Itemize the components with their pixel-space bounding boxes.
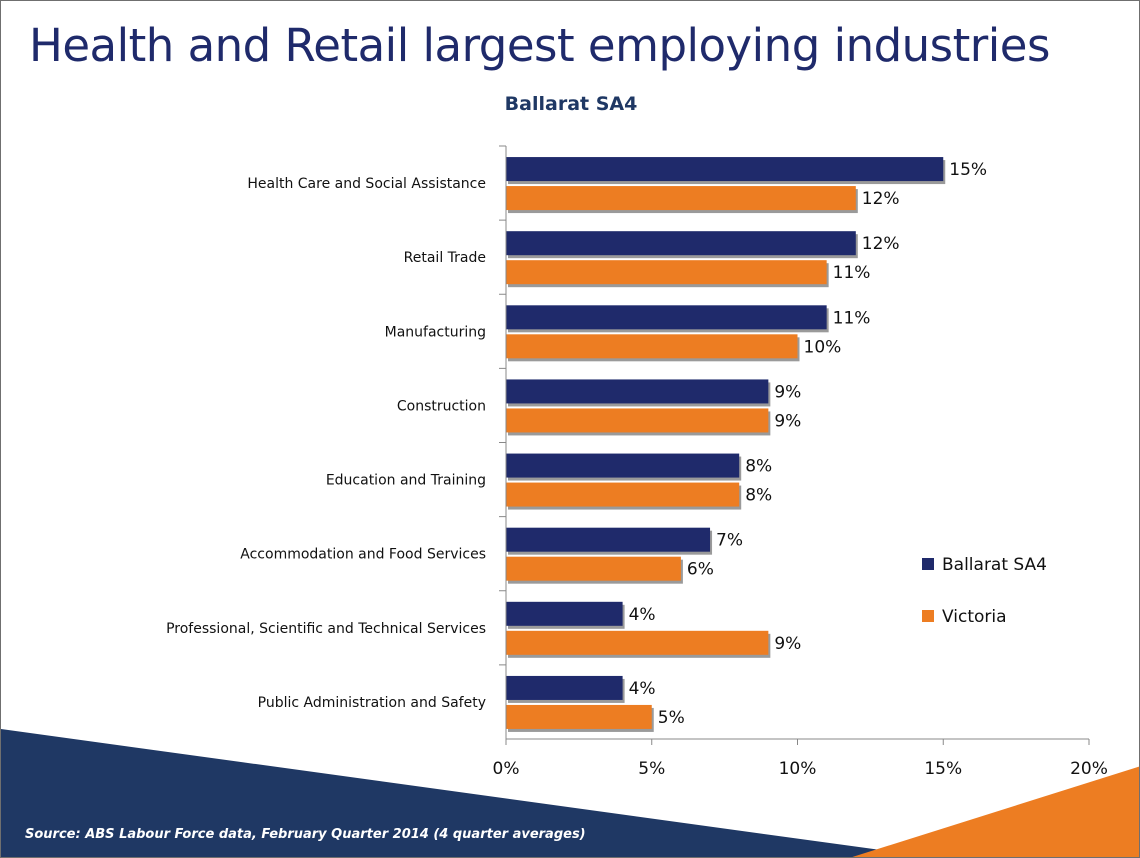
data-label: 8% <box>745 457 772 477</box>
category-label: Manufacturing <box>385 324 486 340</box>
data-label: 6% <box>687 560 714 580</box>
data-label: 12% <box>862 189 900 209</box>
bar-victoria <box>506 260 827 285</box>
x-tick-label: 0% <box>493 759 520 779</box>
data-label: 9% <box>774 634 801 654</box>
bar-ballarat <box>506 305 827 330</box>
bar-victoria <box>506 186 856 211</box>
bar-ballarat <box>506 231 856 256</box>
data-label: 4% <box>629 605 656 625</box>
page-title: Health and Retail largest employing indu… <box>29 19 1050 72</box>
data-label: 7% <box>716 531 743 551</box>
x-tick-label: 10% <box>779 759 817 779</box>
bar-ballarat <box>506 527 711 552</box>
legend-label: Ballarat SA4 <box>942 555 1047 575</box>
bar-victoria <box>506 408 769 433</box>
legend-swatch <box>922 610 934 622</box>
bar-ballarat <box>506 675 623 700</box>
data-label: 9% <box>774 382 801 402</box>
chart-subtitle: Ballarat SA4 <box>504 93 638 115</box>
legend-swatch <box>922 558 934 570</box>
data-label: 10% <box>804 337 842 357</box>
data-label: 5% <box>658 708 685 728</box>
data-label: 15% <box>949 160 987 180</box>
data-label: 11% <box>833 308 871 328</box>
data-label: 4% <box>629 679 656 699</box>
category-label: Health Care and Social Assistance <box>247 176 486 192</box>
orange-corner-shape <box>852 766 1139 857</box>
bar-victoria <box>506 704 652 729</box>
x-tick-label: 20% <box>1070 759 1108 779</box>
source-note: Source: ABS Labour Force data, February … <box>25 827 586 842</box>
bar-ballarat <box>506 379 769 404</box>
data-label: 8% <box>745 486 772 506</box>
category-label: Accommodation and Food Services <box>240 547 486 563</box>
bar-victoria <box>506 334 798 359</box>
legend-label: Victoria <box>942 607 1007 627</box>
bar-victoria <box>506 630 769 655</box>
bar-ballarat <box>506 157 944 182</box>
category-label: Professional, Scientific and Technical S… <box>166 621 486 637</box>
data-label: 11% <box>833 263 871 283</box>
category-label: Public Administration and Safety <box>258 695 486 711</box>
category-label: Education and Training <box>326 473 486 489</box>
category-label: Construction <box>397 398 486 414</box>
data-label: 12% <box>862 234 900 254</box>
bar-victoria <box>506 482 740 507</box>
x-tick-label: 5% <box>638 759 665 779</box>
bar-ballarat <box>506 453 740 478</box>
bar-victoria <box>506 556 681 581</box>
navy-corner-shape <box>1 729 932 857</box>
category-label: Retail Trade <box>404 250 486 266</box>
x-tick-label: 15% <box>924 759 962 779</box>
bar-ballarat <box>506 601 623 626</box>
data-label: 9% <box>774 411 801 431</box>
